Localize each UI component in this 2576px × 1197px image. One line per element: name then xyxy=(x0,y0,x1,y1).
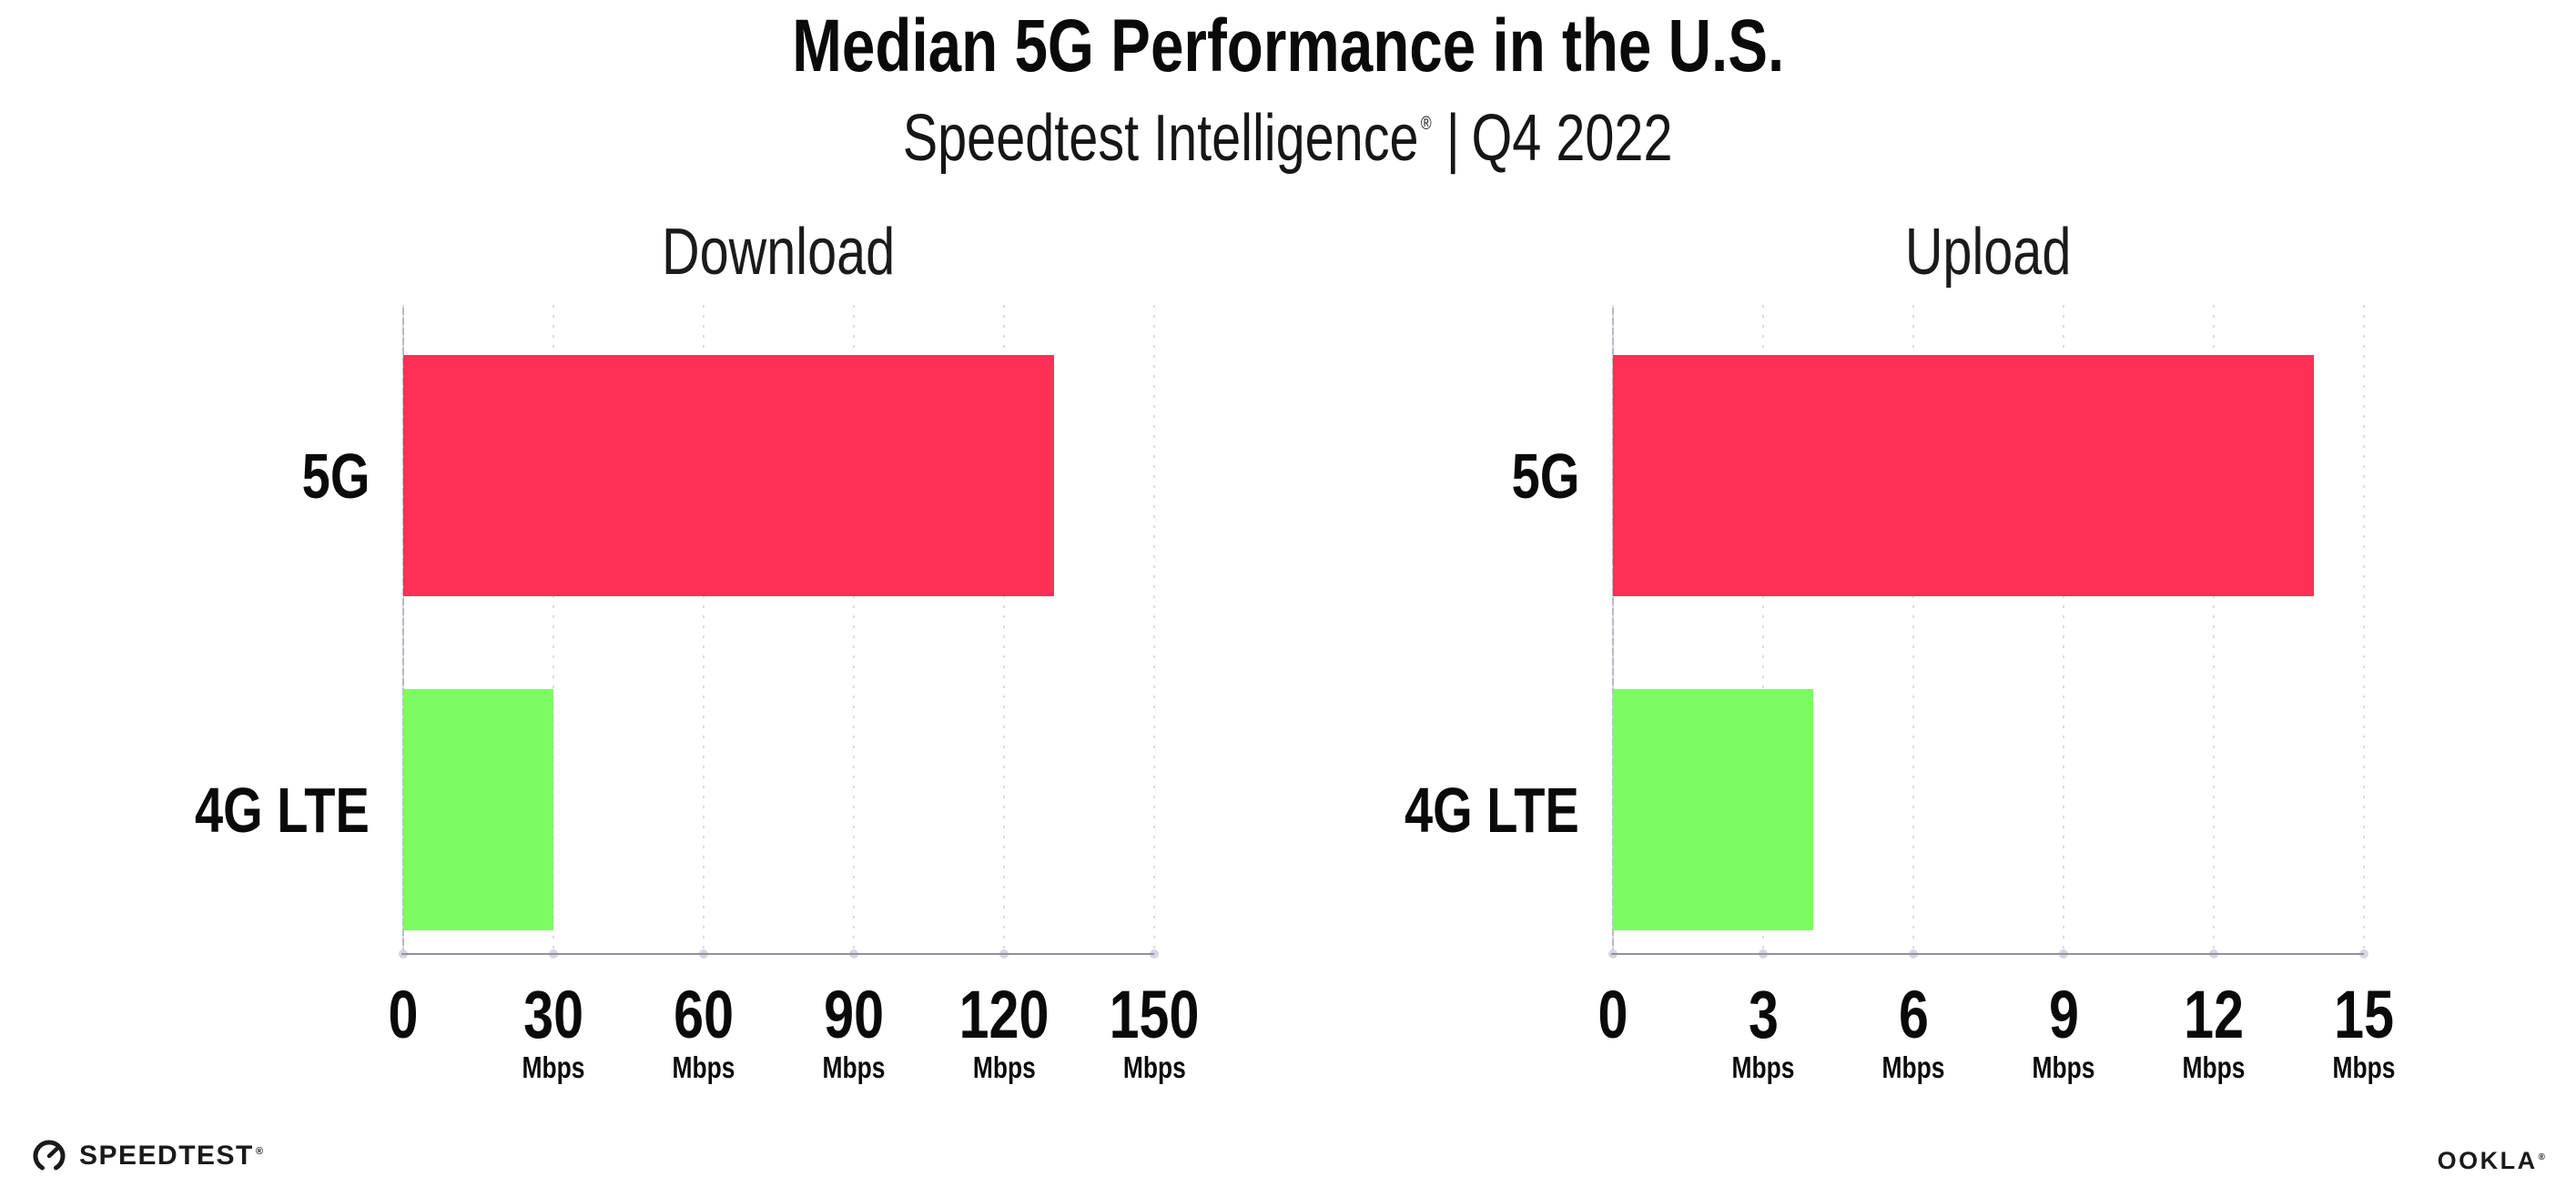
x-tick-label-12: 12 Mbps xyxy=(2175,954,2253,1084)
axis-tick-dot-15 xyxy=(2359,949,2368,959)
registered-trademark-icon: ® xyxy=(1421,114,1433,134)
page-title: Median 5G Performance in the U.S. xyxy=(792,5,1784,87)
category-label-5g: 5G xyxy=(1511,440,1579,512)
x-tick-label-6: 6 Mbps xyxy=(1874,954,1952,1084)
chart-title-download: Download xyxy=(662,216,896,289)
tick-unit: Mbps xyxy=(822,1050,886,1084)
tick-number: 30 xyxy=(523,977,583,1052)
tick-number: 150 xyxy=(1109,977,1200,1052)
plot-area-download: 0 30 Mbps 60 Mbps 90 Mbps 120 Mbps 150 Mbps 5G 4G LT… xyxy=(195,305,1199,1084)
gridline-30 xyxy=(553,305,554,954)
gridline-12 xyxy=(2213,305,2215,954)
category-label-4g-lte: 4G LTE xyxy=(1405,774,1579,846)
x-tick-label-9: 9 Mbps xyxy=(2024,954,2103,1084)
tick-number: 120 xyxy=(958,977,1050,1052)
tick-unit: Mbps xyxy=(2182,1050,2246,1084)
chart-download: Download 0 30 Mbps 60 Mbps 90 Mbps 120 Mbps 150 Mb… xyxy=(195,216,1199,1084)
x-tick-label-30: 30 Mbps xyxy=(514,954,593,1084)
x-tick-label-3: 3 Mbps xyxy=(1724,954,1802,1084)
gridline-0 xyxy=(402,305,404,954)
chart-title-upload: Upload xyxy=(1905,216,2072,289)
x-tick-label-120: 120 Mbps xyxy=(948,954,1060,1084)
speedtest-gauge-icon xyxy=(31,1138,67,1174)
tick-unit: Mbps xyxy=(2332,1050,2396,1084)
tick-number: 12 xyxy=(2184,977,2244,1052)
gridline-120 xyxy=(1003,305,1005,954)
subtitle-brand: Speedtest Intelligence xyxy=(903,102,1419,175)
x-axis-line xyxy=(401,953,1154,955)
x-tick-label-90: 90 Mbps xyxy=(815,954,893,1084)
axis-tick-dot-150 xyxy=(1150,949,1159,959)
tick-unit: Mbps xyxy=(972,1050,1036,1084)
tick-number: 0 xyxy=(1597,977,1628,1052)
gridline-150 xyxy=(1153,305,1155,954)
tick-unit: Mbps xyxy=(1731,1050,1795,1084)
tick-number: 90 xyxy=(824,977,884,1052)
x-tick-label-0: 0 xyxy=(1594,954,1631,1049)
x-axis-line xyxy=(1611,953,2364,955)
registered-trademark-icon: ® xyxy=(255,1146,263,1157)
subtitle-separator: | xyxy=(1446,102,1461,175)
speedtest-wordmark: SPEEDTEST ® xyxy=(79,1141,263,1171)
plot-area-upload: 0 3 Mbps 6 Mbps 9 Mbps 12 Mbps 15 Mbps 5G 4G LTE xyxy=(1405,305,2395,1084)
x-tick-label-15: 15 Mbps xyxy=(2325,954,2403,1084)
x-tick-label-60: 60 Mbps xyxy=(664,954,743,1084)
bar-5g xyxy=(1613,354,2314,597)
bar-4g-lte xyxy=(403,689,553,931)
registered-trademark-icon: ® xyxy=(2538,1152,2545,1162)
gridline-60 xyxy=(703,305,705,954)
x-tick-label-0: 0 xyxy=(384,954,421,1049)
tick-unit: Mbps xyxy=(2032,1050,2095,1084)
gridline-0 xyxy=(1612,305,1614,954)
category-label-4g-lte: 4G LTE xyxy=(195,774,370,846)
tick-number: 6 xyxy=(1898,977,1929,1052)
tick-number: 15 xyxy=(2334,977,2394,1052)
x-tick-label-150: 150 Mbps xyxy=(1098,954,1210,1084)
ookla-logo: OOKLA® xyxy=(2438,1147,2545,1175)
category-label-5g: 5G xyxy=(301,440,370,512)
speedtest-logo: SPEEDTEST ® xyxy=(31,1138,263,1174)
page-subtitle: Speedtest Intelligence ® | Q4 2022 xyxy=(0,102,2576,191)
tick-unit: Mbps xyxy=(672,1050,735,1084)
gridline-3 xyxy=(1762,305,1764,954)
gridline-15 xyxy=(2363,305,2365,954)
chart-upload: Upload 0 3 Mbps 6 Mbps 9 Mbps 12 Mbps 15 Mbps 5G 4G … xyxy=(1405,216,2395,1084)
bar-5g xyxy=(403,354,1054,597)
ookla-wordmark: OOKLA® xyxy=(2437,1147,2545,1174)
bar-4g-lte xyxy=(1613,689,1813,931)
gridline-90 xyxy=(853,305,855,954)
gridline-9 xyxy=(2063,305,2064,954)
gridline-6 xyxy=(1912,305,1914,954)
tick-number: 9 xyxy=(2048,977,2079,1052)
tick-number: 60 xyxy=(674,977,734,1052)
tick-unit: Mbps xyxy=(1122,1050,1186,1084)
tick-unit: Mbps xyxy=(1881,1050,1945,1084)
subtitle-period: Q4 2022 xyxy=(1471,102,1673,175)
tick-number: 0 xyxy=(388,977,419,1052)
tick-unit: Mbps xyxy=(522,1050,585,1084)
tick-number: 3 xyxy=(1748,977,1779,1052)
